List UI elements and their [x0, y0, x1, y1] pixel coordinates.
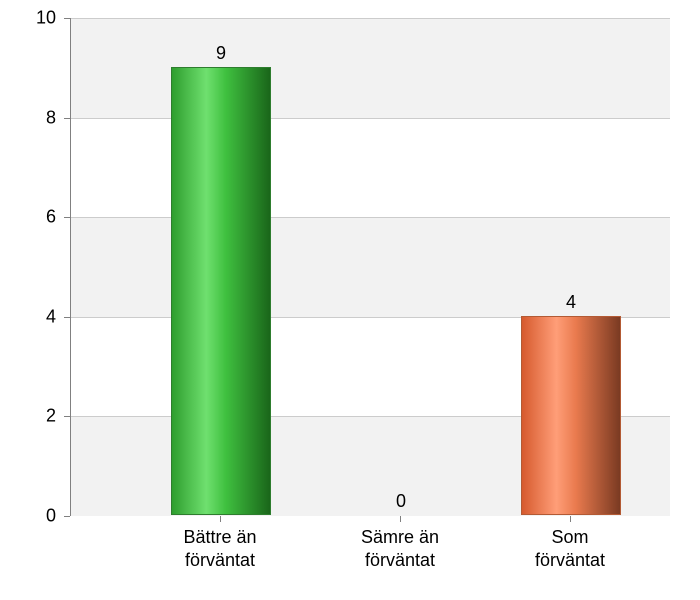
x-tick-mark [220, 516, 221, 522]
grid-line [71, 18, 670, 19]
x-category-label: Sämre än förväntat [310, 526, 490, 571]
x-label-line1: Bättre än [183, 527, 256, 547]
grid-band [71, 18, 670, 118]
y-tick-label: 4 [0, 306, 56, 327]
y-tick-mark [64, 416, 70, 417]
bar-chart: 9 0 4 0 2 4 6 8 10 Bättre än förväntat Sämre än fö… [0, 0, 700, 600]
x-label-line1: Sämre än [361, 527, 439, 547]
x-label-line2: förväntat [365, 550, 435, 570]
grid-line [71, 118, 670, 119]
grid-line [71, 217, 670, 218]
bar-value-label: 0 [396, 491, 406, 512]
x-label-line2: förväntat [185, 550, 255, 570]
y-tick-mark [64, 217, 70, 218]
y-tick-label: 0 [0, 506, 56, 527]
y-tick-mark [64, 18, 70, 19]
x-category-label: Som förväntat [480, 526, 660, 571]
bar [521, 316, 621, 515]
x-category-label: Bättre än förväntat [130, 526, 310, 571]
bar [171, 67, 271, 515]
y-tick-label: 8 [0, 107, 56, 128]
y-tick-label: 10 [0, 8, 56, 29]
y-tick-mark [64, 118, 70, 119]
y-tick-mark [64, 317, 70, 318]
grid-band [71, 217, 670, 317]
bar-value-label: 4 [566, 292, 576, 313]
x-label-line1: Som [551, 527, 588, 547]
plot-area: 9 0 4 [70, 18, 670, 516]
y-tick-label: 6 [0, 207, 56, 228]
bar-value-label: 9 [216, 43, 226, 64]
y-tick-mark [64, 516, 70, 517]
y-tick-label: 2 [0, 406, 56, 427]
x-tick-mark [400, 516, 401, 522]
x-label-line2: förväntat [535, 550, 605, 570]
x-tick-mark [570, 516, 571, 522]
